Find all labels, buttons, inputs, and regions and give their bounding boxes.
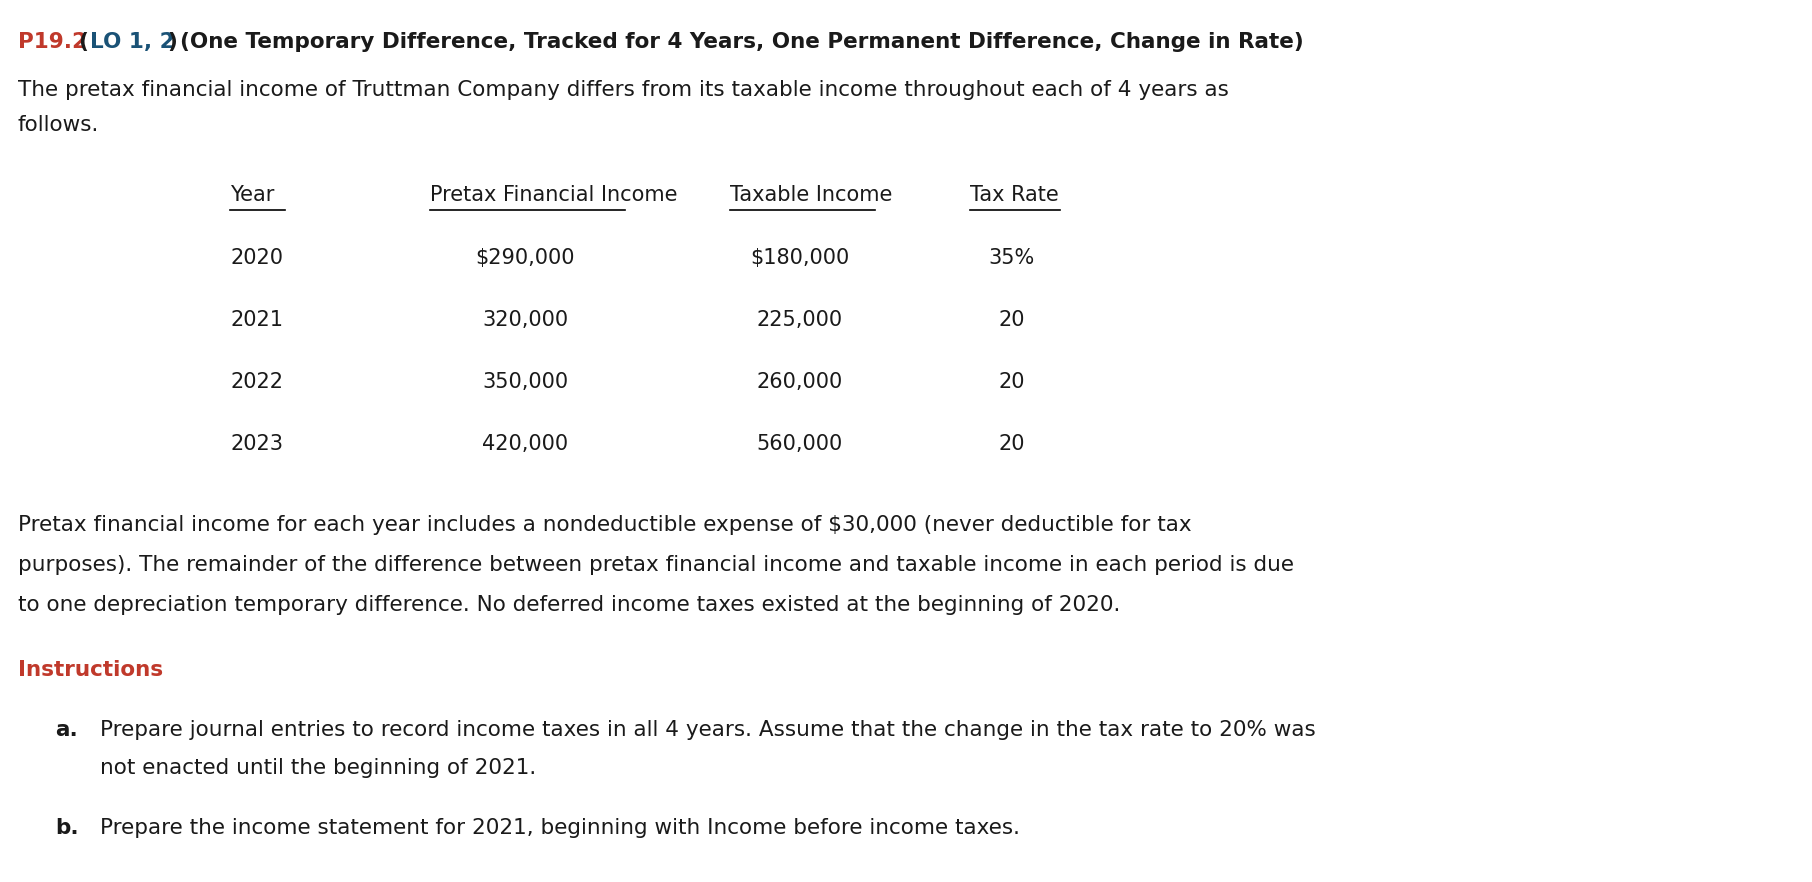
- Text: 560,000: 560,000: [757, 434, 843, 454]
- Text: Year: Year: [230, 185, 274, 205]
- Text: Instructions: Instructions: [18, 660, 163, 680]
- Text: (One Temporary Difference, Tracked for 4 Years, One Permanent Difference, Change: (One Temporary Difference, Tracked for 4…: [179, 32, 1305, 52]
- Text: 420,000: 420,000: [482, 434, 569, 454]
- Text: 350,000: 350,000: [482, 372, 569, 392]
- Text: purposes). The remainder of the difference between pretax financial income and t: purposes). The remainder of the differen…: [18, 555, 1294, 575]
- Text: to one depreciation temporary difference. No deferred income taxes existed at th: to one depreciation temporary difference…: [18, 595, 1120, 615]
- Text: 2020: 2020: [230, 248, 283, 268]
- Text: 2021: 2021: [230, 310, 283, 330]
- Text: 260,000: 260,000: [757, 372, 843, 392]
- Text: 20: 20: [998, 434, 1026, 454]
- Text: Taxable Income: Taxable Income: [730, 185, 892, 205]
- Text: Prepare the income statement for 2021, beginning with Income before income taxes: Prepare the income statement for 2021, b…: [100, 818, 1020, 838]
- Text: 20: 20: [998, 310, 1026, 330]
- Text: ): ): [167, 32, 178, 52]
- Text: (: (: [78, 32, 87, 52]
- Text: 2022: 2022: [230, 372, 283, 392]
- Text: LO 1, 2: LO 1, 2: [91, 32, 174, 52]
- Text: 20: 20: [998, 372, 1026, 392]
- Text: $290,000: $290,000: [475, 248, 574, 268]
- Text: b.: b.: [54, 818, 78, 838]
- Text: 225,000: 225,000: [757, 310, 843, 330]
- Text: The pretax financial income of Truttman Company differs from its taxable income : The pretax financial income of Truttman …: [18, 80, 1229, 100]
- Text: not enacted until the beginning of 2021.: not enacted until the beginning of 2021.: [100, 758, 536, 778]
- Text: 35%: 35%: [989, 248, 1035, 268]
- Text: Prepare journal entries to record income taxes in all 4 years. Assume that the c: Prepare journal entries to record income…: [100, 720, 1316, 740]
- Text: a.: a.: [54, 720, 78, 740]
- Text: follows.: follows.: [18, 115, 100, 135]
- Text: P19.2: P19.2: [18, 32, 87, 52]
- Text: $180,000: $180,000: [750, 248, 850, 268]
- Text: Tax Rate: Tax Rate: [969, 185, 1058, 205]
- Text: 2023: 2023: [230, 434, 283, 454]
- Text: Pretax financial income for each year includes a nondeductible expense of $30,00: Pretax financial income for each year in…: [18, 515, 1192, 535]
- Text: Pretax Financial Income: Pretax Financial Income: [429, 185, 678, 205]
- Text: 320,000: 320,000: [482, 310, 569, 330]
